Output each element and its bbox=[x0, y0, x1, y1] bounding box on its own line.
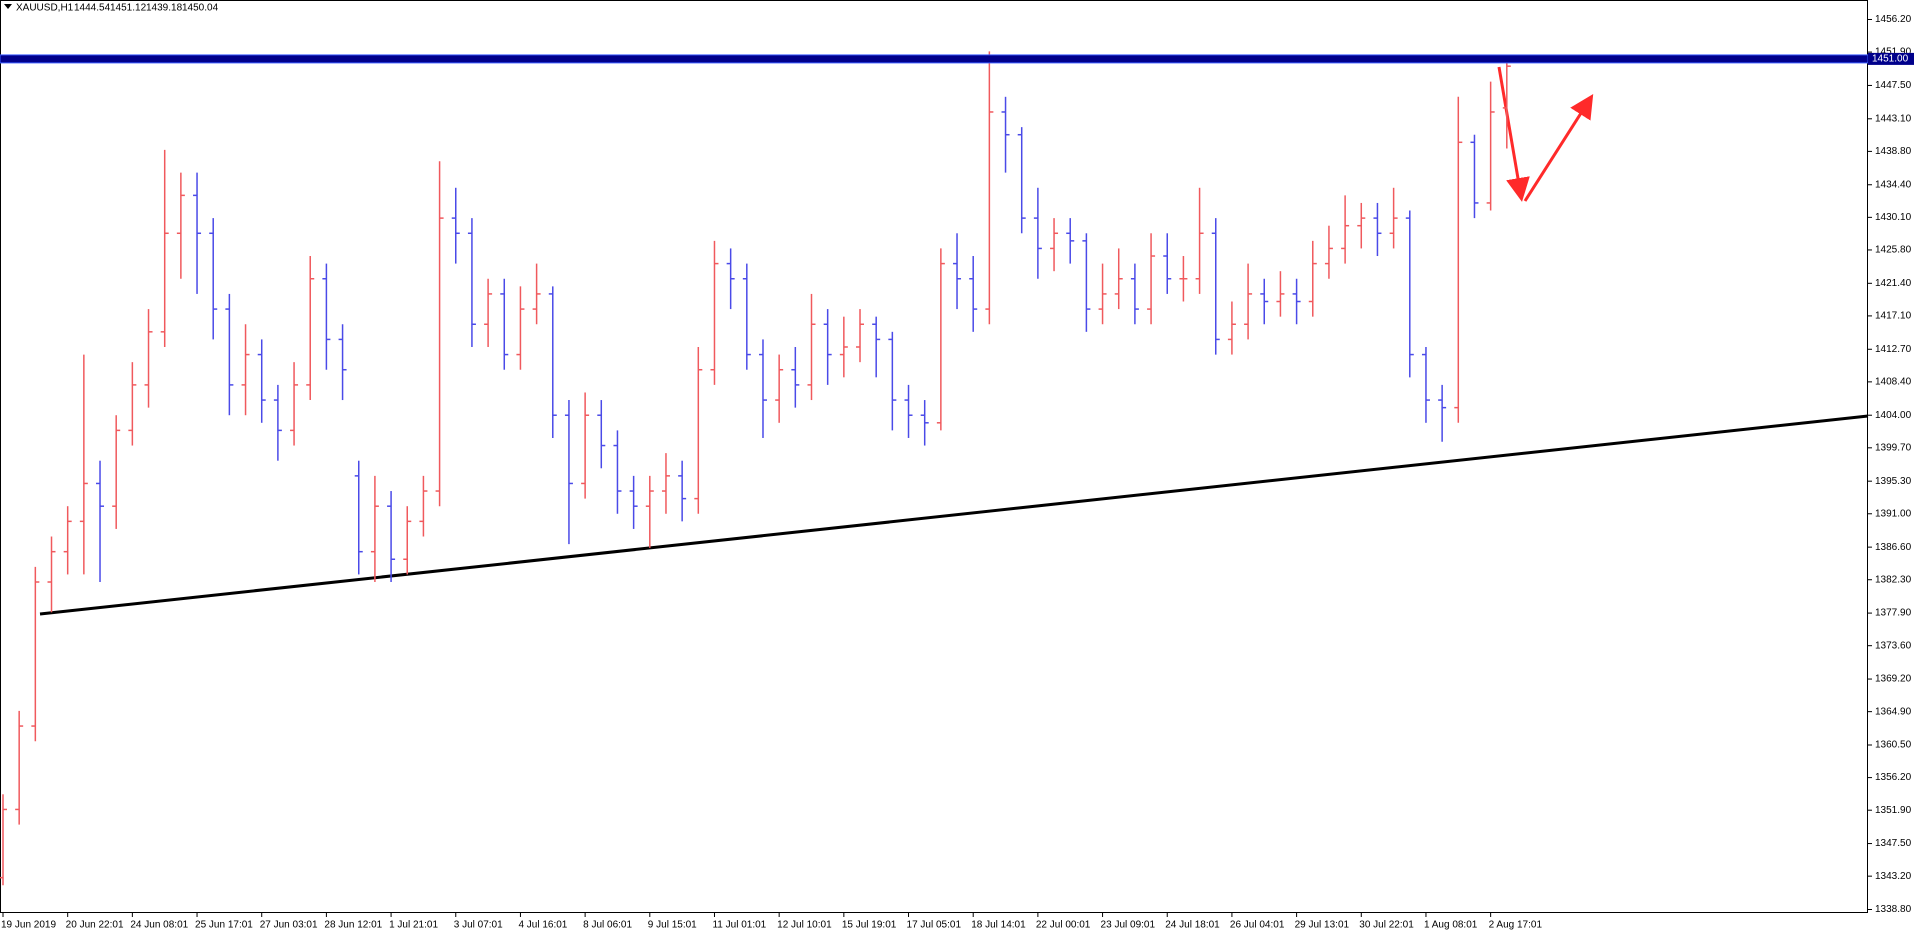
y-tick-label: 1434.40 bbox=[1875, 179, 1912, 190]
y-tick-label: 1373.60 bbox=[1875, 640, 1912, 651]
y-tick-label: 1404.00 bbox=[1875, 410, 1912, 421]
x-tick-label: 11 Jul 01:01 bbox=[712, 920, 766, 931]
menu-triangle bbox=[4, 4, 12, 9]
bars bbox=[0, 51, 1511, 886]
y-tick-label: 1351.90 bbox=[1875, 805, 1912, 816]
header-open: 1444.54 bbox=[74, 3, 111, 14]
y-tick-label: 1412.70 bbox=[1875, 344, 1912, 355]
x-tick-label: 29 Jul 13:01 bbox=[1295, 920, 1350, 931]
x-tick-label: 9 Jul 15:01 bbox=[648, 920, 697, 931]
level-label: 1451.00 bbox=[1872, 54, 1909, 65]
trendline bbox=[39, 414, 1869, 616]
y-tick-label: 1443.10 bbox=[1875, 113, 1912, 124]
y-tick-label: 1391.00 bbox=[1875, 508, 1912, 519]
x-tick-label: 2 Aug 17:01 bbox=[1489, 920, 1543, 931]
plot-frame bbox=[0, 0, 1868, 913]
y-tick-label: 1347.50 bbox=[1875, 838, 1912, 849]
x-tick-label: 4 Jul 16:01 bbox=[518, 920, 567, 931]
x-tick-label: 12 Jul 10:01 bbox=[777, 920, 832, 931]
arrow-up bbox=[1523, 93, 1594, 202]
x-tick-label: 18 Jul 14:01 bbox=[971, 920, 1026, 931]
y-tick-label: 1425.80 bbox=[1875, 245, 1912, 256]
x-tick-label: 30 Jul 22:01 bbox=[1359, 920, 1414, 931]
x-tick-label: 3 Jul 07:01 bbox=[454, 920, 503, 931]
x-tick-label: 26 Jul 04:01 bbox=[1230, 920, 1285, 931]
y-tick-label: 1364.90 bbox=[1875, 706, 1912, 717]
arrow-down bbox=[1497, 66, 1530, 202]
y-tick-label: 1399.70 bbox=[1875, 442, 1912, 453]
header-close: 1450.04 bbox=[182, 3, 219, 14]
y-tick-label: 1438.80 bbox=[1875, 146, 1912, 157]
x-tick-label: 19 Jun 2019 bbox=[1, 920, 56, 931]
level-band bbox=[0, 54, 1869, 64]
x-tick-label: 17 Jul 05:01 bbox=[907, 920, 962, 931]
y-tick-label: 1456.20 bbox=[1875, 14, 1912, 25]
y-tick-label: 1395.30 bbox=[1875, 476, 1912, 487]
y-tick-label: 1417.10 bbox=[1875, 311, 1912, 322]
x-tick-label: 28 Jun 12:01 bbox=[324, 920, 382, 931]
x-tick-label: 15 Jul 19:01 bbox=[842, 920, 897, 931]
x-tick-label: 27 Jun 03:01 bbox=[260, 920, 318, 931]
x-tick-label: 24 Jun 08:01 bbox=[130, 920, 188, 931]
y-tick-label: 1451.90 bbox=[1875, 47, 1912, 58]
y-tick-label: 1343.20 bbox=[1875, 871, 1912, 882]
y-tick-label: 1360.50 bbox=[1875, 740, 1912, 751]
y-tick-label: 1386.60 bbox=[1875, 542, 1912, 553]
y-tick-label: 1447.50 bbox=[1875, 80, 1912, 91]
y-tick-label: 1430.10 bbox=[1875, 212, 1912, 223]
x-tick-label: 25 Jun 17:01 bbox=[195, 920, 253, 931]
x-tick-label: 20 Jun 22:01 bbox=[66, 920, 124, 931]
x-tick-label: 22 Jul 00:01 bbox=[1036, 920, 1091, 931]
x-tick-label: 8 Jul 06:01 bbox=[583, 920, 632, 931]
x-tick-label: 1 Jul 21:01 bbox=[389, 920, 438, 931]
header-high: 1451.12 bbox=[110, 3, 147, 14]
level-label-box bbox=[1868, 52, 1914, 65]
y-tick-label: 1421.40 bbox=[1875, 278, 1912, 289]
y-tick-label: 1377.90 bbox=[1875, 608, 1912, 619]
x-tick-label: 24 Jul 18:01 bbox=[1165, 920, 1220, 931]
symbol: XAUUSD,H1 bbox=[16, 3, 74, 14]
y-tick-label: 1369.20 bbox=[1875, 674, 1912, 685]
x-tick-label: 23 Jul 09:01 bbox=[1101, 920, 1156, 931]
y-tick-label: 1338.80 bbox=[1875, 904, 1912, 915]
y-tick-label: 1382.30 bbox=[1875, 574, 1912, 585]
header-low: 1439.18 bbox=[146, 3, 183, 14]
y-tick-label: 1408.40 bbox=[1875, 377, 1912, 388]
y-tick-label: 1356.20 bbox=[1875, 772, 1912, 783]
x-tick-label: 1 Aug 08:01 bbox=[1424, 920, 1478, 931]
